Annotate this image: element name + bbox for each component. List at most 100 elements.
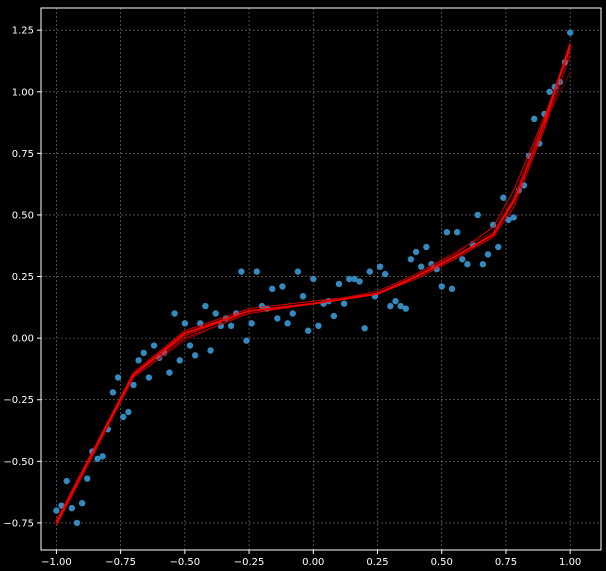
data-point (207, 347, 214, 354)
data-point (366, 268, 374, 275)
x-tick-label: −0.75 (105, 557, 136, 568)
data-point (510, 214, 517, 221)
data-point (63, 477, 70, 485)
data-point (289, 310, 296, 317)
y-tick-label: 1.25 (12, 26, 34, 37)
data-point (166, 369, 173, 376)
x-tick-label: 1.00 (559, 557, 581, 568)
data-point (464, 261, 471, 268)
fit-line (55, 54, 571, 521)
data-point (438, 283, 445, 290)
y-tick-label: −0.75 (3, 518, 34, 529)
data-point (484, 251, 492, 258)
x-tick-label: 0.75 (495, 557, 517, 568)
data-point (423, 243, 430, 251)
data-point (248, 320, 255, 327)
data-point (130, 381, 137, 389)
data-point (150, 342, 158, 349)
data-point (145, 374, 153, 381)
data-point (402, 305, 409, 312)
x-tick-label: 0.25 (366, 557, 388, 568)
data-point (346, 275, 353, 283)
data-point (448, 285, 456, 293)
data-point (351, 275, 358, 283)
data-point (376, 263, 384, 270)
data-point (191, 352, 199, 359)
x-tick-labels: −1.00 −0.75 −0.50 −0.25 0.00 0.25 0.50 0.75 1.00 (41, 557, 581, 568)
x-tick-label: 0.50 (431, 557, 453, 568)
data-point (125, 408, 132, 416)
data-point (304, 327, 312, 334)
grid (41, 8, 601, 550)
data-point (99, 453, 106, 460)
data-point (227, 322, 235, 330)
data-point (186, 342, 194, 349)
data-point (140, 349, 147, 357)
data-point (479, 261, 487, 268)
y-tick-label: −0.50 (3, 457, 34, 468)
y-tick-label: −0.25 (3, 395, 34, 406)
data-point (114, 374, 122, 381)
data-point (407, 256, 415, 263)
data-point (310, 275, 317, 283)
fit-lines (55, 42, 572, 526)
data-point (109, 389, 117, 396)
data-point (443, 228, 451, 236)
plot-frame (40, 7, 602, 551)
y-tick-label: 0.75 (12, 149, 34, 160)
y-tick-labels: −0.75 −0.50 −0.25 0.00 0.25 0.50 0.75 1.00 1.25 (3, 26, 34, 530)
data-point (181, 320, 189, 327)
x-tick-label: −0.50 (170, 557, 201, 568)
data-point (417, 263, 425, 270)
data-point (78, 499, 86, 507)
data-point (279, 283, 286, 290)
data-point (253, 268, 260, 275)
data-point (238, 268, 245, 275)
data-point (212, 310, 219, 317)
y-tick-label: 1.00 (12, 87, 34, 98)
data-point (68, 504, 76, 512)
x-tick-label: −1.00 (41, 557, 72, 568)
data-point (94, 455, 101, 463)
data-point (500, 194, 507, 201)
data-point (546, 88, 553, 95)
data-point (135, 357, 142, 364)
data-point (84, 475, 91, 482)
data-point (274, 315, 281, 322)
data-point (284, 320, 291, 327)
data-point (566, 29, 574, 36)
data-point (453, 228, 461, 236)
data-point (315, 322, 322, 330)
data-point (53, 507, 60, 514)
fit-line (55, 71, 571, 524)
data-point (387, 302, 394, 310)
data-point (243, 337, 250, 344)
data-point (397, 302, 404, 310)
data-point (412, 248, 420, 256)
data-point (330, 312, 338, 320)
data-point (340, 300, 348, 307)
data-point (361, 325, 368, 332)
x-tick-label: 0.00 (302, 557, 324, 568)
data-point (459, 256, 466, 263)
data-point (382, 270, 389, 278)
data-point (531, 115, 538, 123)
x-tick-label: −0.25 (234, 557, 265, 568)
y-tick-label: 0.00 (12, 334, 34, 345)
data-point (202, 302, 209, 310)
y-tick-label: 0.25 (12, 272, 34, 283)
data-point (268, 285, 276, 293)
data-point (356, 278, 363, 285)
data-point (474, 211, 481, 219)
y-tick-label: 0.50 (12, 210, 34, 221)
data-point (294, 268, 302, 275)
data-point (176, 357, 183, 364)
fit-line (55, 42, 571, 524)
tick-marks (37, 29, 571, 554)
data-point (299, 293, 307, 300)
data-point (171, 310, 178, 317)
data-point (73, 519, 81, 527)
data-point (120, 413, 127, 421)
